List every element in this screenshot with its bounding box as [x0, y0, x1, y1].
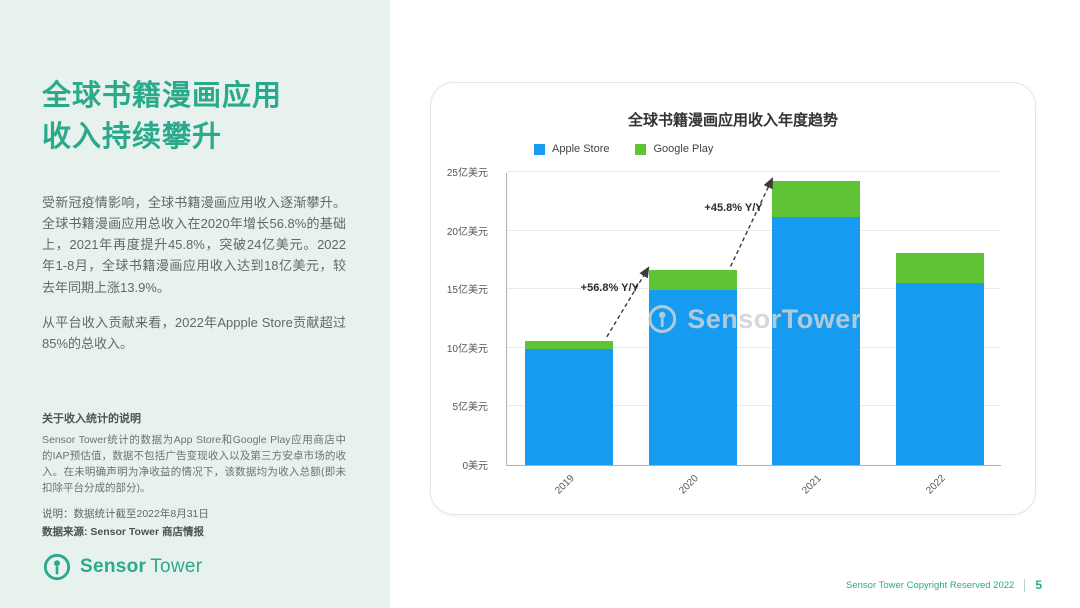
footer-divider	[1024, 578, 1026, 592]
footer: Sensor Tower Copyright Reserved 2022 5	[846, 578, 1042, 592]
gridline	[507, 346, 1001, 348]
x-tick-label: 2021	[800, 473, 825, 497]
legend-swatch	[534, 143, 545, 155]
growth-annotation: +56.8% Y/Y	[580, 282, 639, 295]
bar-segment-2022-google-play	[896, 252, 985, 284]
title-line-1: 全球书籍漫画应用	[42, 80, 283, 112]
sensor-tower-logo: Sensor Tower	[42, 552, 202, 582]
y-tick-label: 0美元	[462, 461, 488, 472]
bar-segment-2021-google-play	[772, 181, 861, 217]
y-axis: 0美元 5亿美元 10亿美元 15亿美元 20亿美元 25亿美元	[431, 168, 498, 472]
sensor-tower-watermark-icon	[648, 305, 677, 333]
page-number: 5	[1035, 578, 1042, 592]
gridline	[507, 288, 1001, 290]
page-title: 全球书籍漫画应用 收入持续攀升	[42, 76, 346, 158]
chart-legend: Apple Store Google Play	[534, 143, 713, 155]
plot-area: SensorTower 2019 2020 2021 2022 +56.8% Y/Y +4…	[506, 171, 1001, 497]
note-source: 数据来源: Sensor Tower 商店情报	[42, 525, 204, 538]
sidebar: 全球书籍漫画应用 收入持续攀升 受新冠疫情影响，全球书籍漫画应用收入逐渐攀升。全…	[0, 0, 390, 608]
note-date: 说明：数据统计截至2022年8月31日	[42, 507, 209, 520]
legend-label: Apple Store	[552, 143, 610, 155]
y-tick-label: 25亿美元	[446, 168, 488, 179]
x-tick-label: 2022	[924, 473, 948, 497]
chart-title: 全球书籍漫画应用收入年度趋势	[627, 112, 838, 129]
copyright-text: Sensor Tower Copyright Reserved 2022	[846, 579, 1015, 591]
gridline	[507, 171, 1001, 172]
logo-text-tower: Tower	[150, 556, 203, 577]
bar-segment-2019-google-play	[524, 340, 613, 349]
y-tick-label: 20亿美元	[446, 226, 488, 238]
legend-item-google-play: Google Play	[635, 143, 713, 155]
legend-item-apple-store: Apple Store	[534, 143, 609, 155]
gridline	[507, 405, 1001, 407]
title-line-2: 收入持续攀升	[42, 121, 223, 154]
bar-segment-2022-apple-store	[896, 283, 985, 465]
annotation-layer	[606, 177, 774, 338]
legend-swatch	[635, 143, 647, 155]
watermark: SensorTower	[646, 303, 862, 335]
bar-segment-2019-apple-store	[524, 348, 613, 465]
logo-text-sensor: Sensor	[80, 556, 147, 577]
bar-segment-2021-apple-store	[772, 216, 861, 465]
logo-text: Sensor Tower	[80, 556, 202, 578]
notes-title: 关于收入统计的说明	[42, 412, 141, 425]
body-paragraph-2: 从平台收入贡献来看，2022年Appple Store贡献超过85%的总收入。	[42, 314, 346, 351]
bar-segment-2020-google-play	[648, 270, 737, 291]
gridline	[507, 229, 1001, 231]
x-tick-label: 2020	[676, 473, 701, 497]
watermark-text: SensorTower	[687, 303, 862, 334]
legend-label: Google Play	[653, 143, 714, 155]
sensor-tower-logo-icon	[43, 553, 71, 581]
y-tick-label: 10亿美元	[446, 343, 488, 355]
x-tick-label: 2019	[553, 473, 577, 497]
chart-card: 全球书籍漫画应用收入年度趋势 Apple Store Google Play 0美…	[430, 82, 1036, 515]
growth-annotation: +45.8% Y/Y	[704, 202, 763, 215]
y-tick-label: 15亿美元	[446, 285, 488, 297]
notes-body: Sensor Tower统计的数据为App Store和Google Play应…	[42, 433, 346, 495]
y-tick-label: 5亿美元	[452, 402, 488, 414]
body-paragraph-1: 受新冠疫情影响，全球书籍漫画应用收入逐渐攀升。全球书籍漫画应用总收入在2020年…	[42, 195, 346, 295]
